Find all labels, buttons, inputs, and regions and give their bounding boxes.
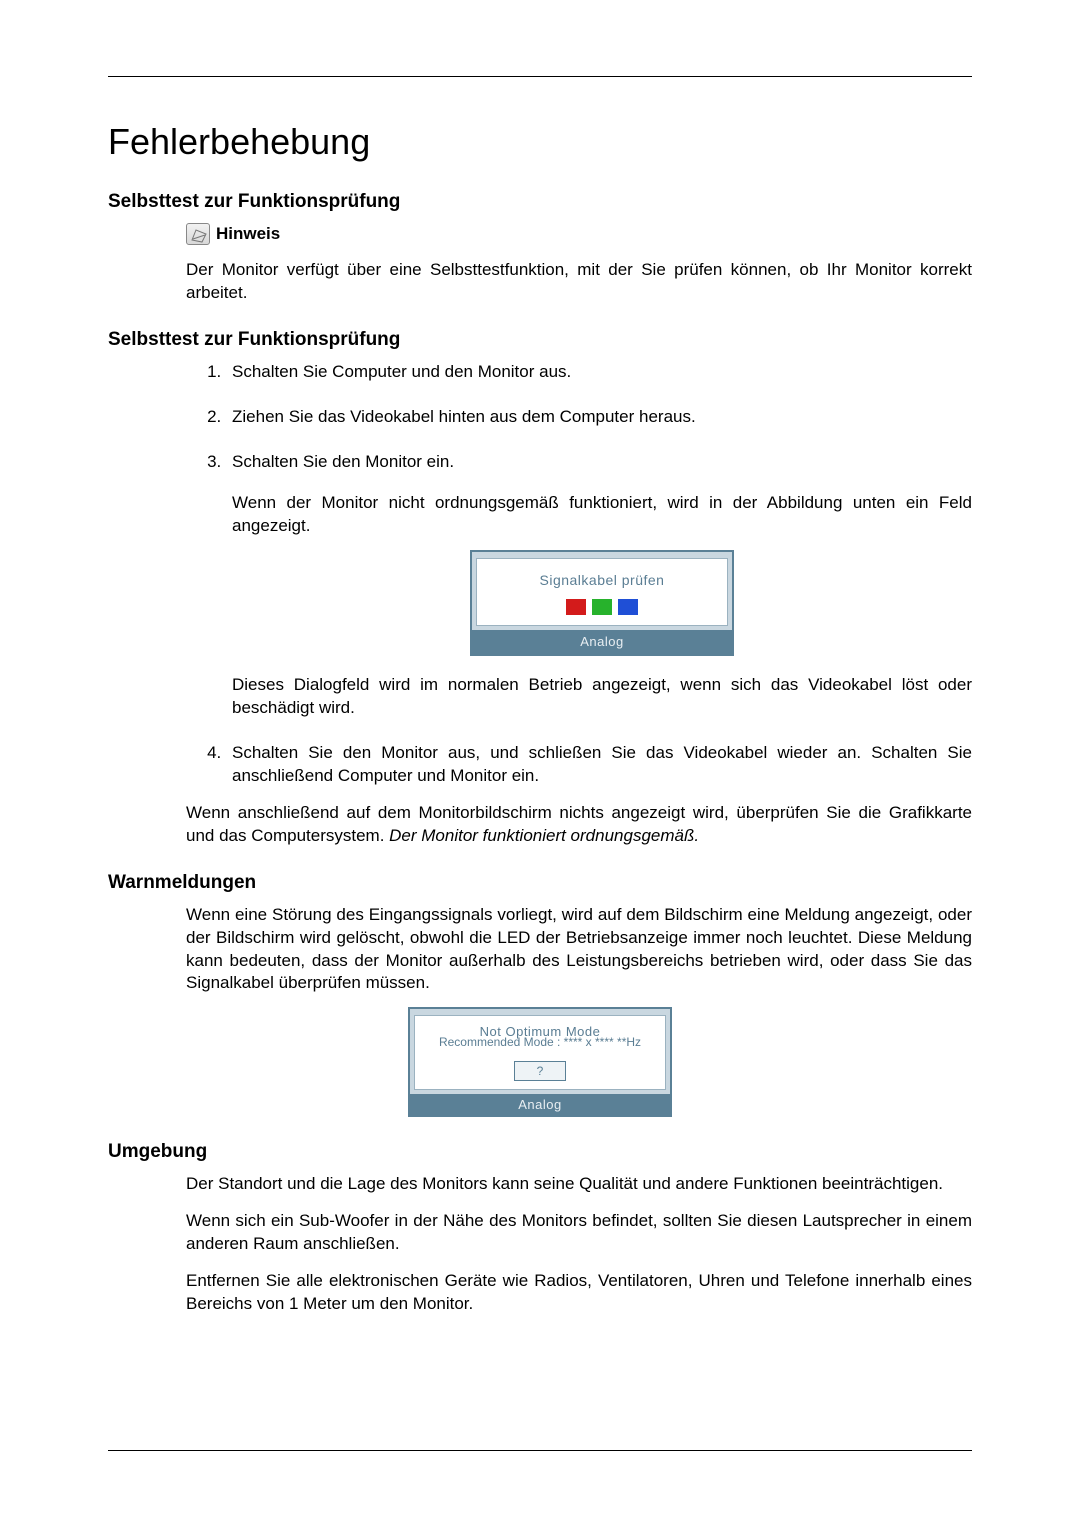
step-3-text: Schalten Sie den Monitor ein. <box>232 452 454 471</box>
step-4: Schalten Sie den Monitor aus, und schlie… <box>226 742 972 788</box>
after-steps-paragraph: Wenn anschließend auf dem Monitorbildsch… <box>186 802 972 848</box>
note-label: Hinweis <box>216 224 280 244</box>
step-4-text: Schalten Sie den Monitor aus, und schlie… <box>232 743 972 785</box>
after-steps-italic: Der Monitor funktioniert ordnungsgemäß. <box>389 826 699 845</box>
warn-paragraph: Wenn eine Störung des Eingangssignals vo… <box>186 904 972 996</box>
rgb-blue <box>618 599 638 615</box>
note-text: Der Monitor verfügt über eine Selbsttest… <box>186 259 972 305</box>
step-1: Schalten Sie Computer und den Monitor au… <box>226 361 972 384</box>
env-p2: Wenn sich ein Sub-Woofer in der Nähe des… <box>186 1210 972 1256</box>
dialog2-line2: Recommended Mode : **** x **** **Hz <box>421 1035 659 1049</box>
rgb-red <box>566 599 586 615</box>
dialog1-line1: Signalkabel prüfen <box>483 571 721 590</box>
section-heading-warn: Warnmeldungen <box>108 872 972 894</box>
step-3: Schalten Sie den Monitor ein. Wenn der M… <box>226 451 972 720</box>
step-3a-text: Wenn der Monitor nicht ordnungsgemäß fun… <box>232 492 972 538</box>
page-title: Fehlerbehebung <box>108 121 972 163</box>
step-2-text: Ziehen Sie das Videokabel hinten aus dem… <box>232 407 696 426</box>
section-heading-selftest-1: Selbsttest zur Funktionsprüfung <box>108 191 972 213</box>
section-heading-selftest-2: Selbsttest zur Funktionsprüfung <box>108 329 972 351</box>
env-p3: Entfernen Sie alle elektronischen Geräte… <box>186 1270 972 1316</box>
dialog2-bottom: Analog <box>410 1094 670 1115</box>
step-3b-text: Dieses Dialogfeld wird im normalen Betri… <box>232 674 972 720</box>
dialog-signal-check: Signalkabel prüfen Analog <box>470 550 734 656</box>
note-icon <box>186 223 210 245</box>
top-rule <box>108 76 972 77</box>
env-p1: Der Standort und die Lage des Monitors k… <box>186 1173 972 1196</box>
dialog1-rgb <box>483 599 721 615</box>
dialog-not-optimum: Not Optimum Mode Recommended Mode : ****… <box>408 1007 672 1117</box>
step-1-text: Schalten Sie Computer und den Monitor au… <box>232 362 571 381</box>
rgb-green <box>592 599 612 615</box>
dialog1-bottom: Analog <box>472 630 732 654</box>
selftest-steps: Schalten Sie Computer und den Monitor au… <box>186 361 972 788</box>
bottom-rule <box>108 1450 972 1451</box>
dialog2-button: ? <box>514 1061 567 1081</box>
section-heading-env: Umgebung <box>108 1141 972 1163</box>
step-2: Ziehen Sie das Videokabel hinten aus dem… <box>226 406 972 429</box>
